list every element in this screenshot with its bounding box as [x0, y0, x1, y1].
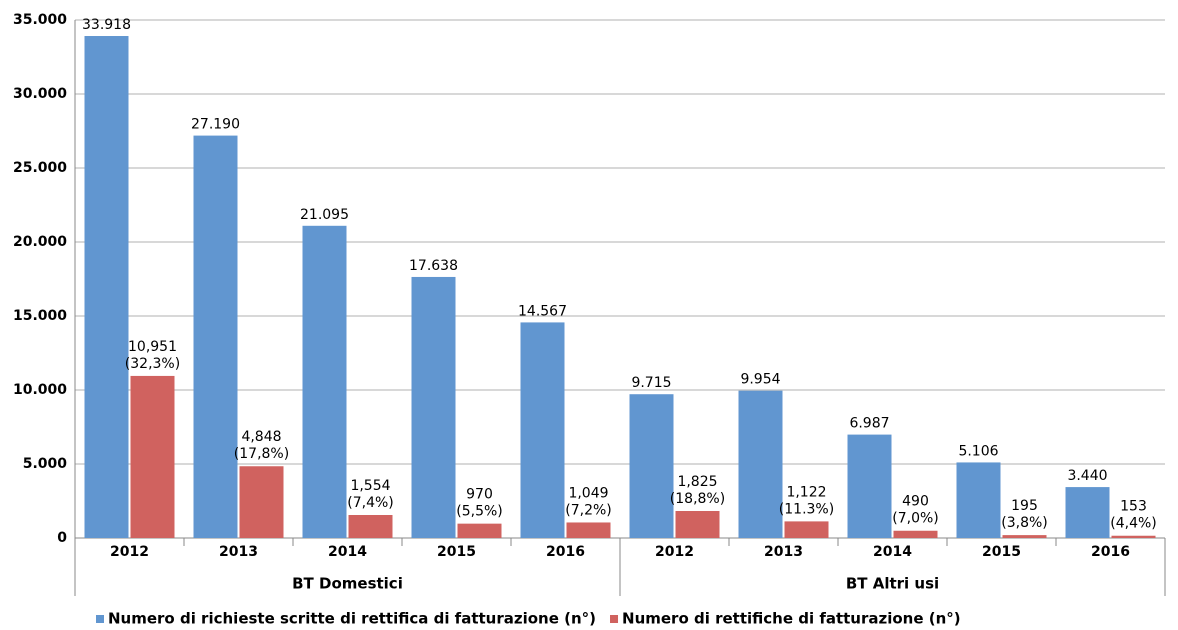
data-label: (5,5%) — [456, 504, 503, 520]
x-tick-label: 2015 — [982, 544, 1021, 560]
legend-label: Numero di rettifiche di fatturazione (n°… — [622, 610, 961, 628]
data-label: 9.715 — [631, 375, 671, 391]
data-label: 21.095 — [300, 207, 349, 223]
data-label: 153 — [1120, 499, 1147, 515]
bar — [847, 434, 892, 538]
data-label: 33.918 — [82, 17, 131, 33]
data-label: (17,8%) — [234, 446, 289, 462]
bar — [457, 523, 502, 538]
bar — [520, 322, 565, 538]
bar — [1065, 487, 1110, 538]
bar — [1111, 535, 1156, 538]
bar — [956, 462, 1001, 538]
data-label: (11.3%) — [779, 501, 834, 517]
data-label: 1,049 — [568, 485, 608, 501]
bar — [1002, 535, 1047, 538]
bar — [348, 515, 393, 538]
legend-swatch — [96, 615, 104, 623]
x-tick-label: 2013 — [219, 544, 258, 560]
x-tick-label: 2014 — [328, 544, 367, 560]
data-label: 27.190 — [191, 117, 240, 133]
data-label: 9.954 — [740, 372, 780, 388]
data-label: (7,0%) — [892, 511, 939, 527]
y-tick-label: 0 — [57, 530, 67, 546]
legend-label: Numero di richieste scritte di rettifica… — [108, 610, 596, 628]
y-tick-label: 10.000 — [13, 382, 67, 398]
y-tick-label: 30.000 — [13, 86, 67, 102]
bar — [193, 135, 238, 538]
x-tick-label: 2012 — [110, 544, 149, 560]
data-label: 970 — [466, 487, 493, 503]
data-label: 10,951 — [128, 339, 177, 355]
data-label: (32,3%) — [125, 356, 180, 372]
bar — [784, 521, 829, 538]
bar — [411, 276, 456, 538]
bar — [302, 225, 347, 538]
legend-swatch — [610, 615, 619, 623]
data-label: 195 — [1011, 498, 1038, 514]
bar — [566, 522, 611, 538]
y-tick-label: 15.000 — [13, 308, 67, 324]
data-label: 14.567 — [518, 303, 567, 319]
bar — [629, 394, 674, 538]
x-tick-label: 2016 — [546, 544, 585, 560]
data-label: 490 — [902, 494, 929, 510]
bar — [738, 390, 783, 538]
data-label: (7,4%) — [347, 495, 394, 511]
x-tick-label: 2012 — [655, 544, 694, 560]
bar — [239, 466, 284, 538]
data-label: 1,122 — [786, 484, 826, 500]
data-label: (3,8%) — [1001, 515, 1048, 531]
data-label: 3.440 — [1067, 468, 1107, 484]
bar — [84, 36, 129, 538]
legend: Numero di richieste scritte di rettifica… — [96, 610, 961, 628]
data-label: (4,4%) — [1110, 516, 1157, 532]
x-tick-label: 2015 — [437, 544, 476, 560]
x-tick-label: 2014 — [873, 544, 912, 560]
data-label: 4,848 — [241, 429, 281, 445]
y-tick-label: 5.000 — [23, 456, 68, 472]
data-label: 17.638 — [409, 258, 458, 274]
group-label: BT Altri usi — [846, 575, 939, 593]
group-label: BT Domestici — [292, 575, 403, 593]
data-label: 5.106 — [958, 443, 998, 459]
data-label: 1,825 — [677, 474, 717, 490]
bar — [675, 510, 720, 538]
y-tick-label: 25.000 — [13, 160, 67, 176]
data-label: 6.987 — [849, 416, 889, 432]
x-tick-label: 2016 — [1091, 544, 1130, 560]
y-tick-label: 35.000 — [13, 12, 67, 28]
data-label: (18,8%) — [670, 491, 725, 507]
y-tick-label: 20.000 — [13, 234, 67, 250]
x-tick-label: 2013 — [764, 544, 803, 560]
bar — [893, 530, 938, 538]
bar — [130, 375, 175, 538]
data-label: 1,554 — [350, 478, 390, 494]
data-label: (7,2%) — [565, 502, 612, 518]
